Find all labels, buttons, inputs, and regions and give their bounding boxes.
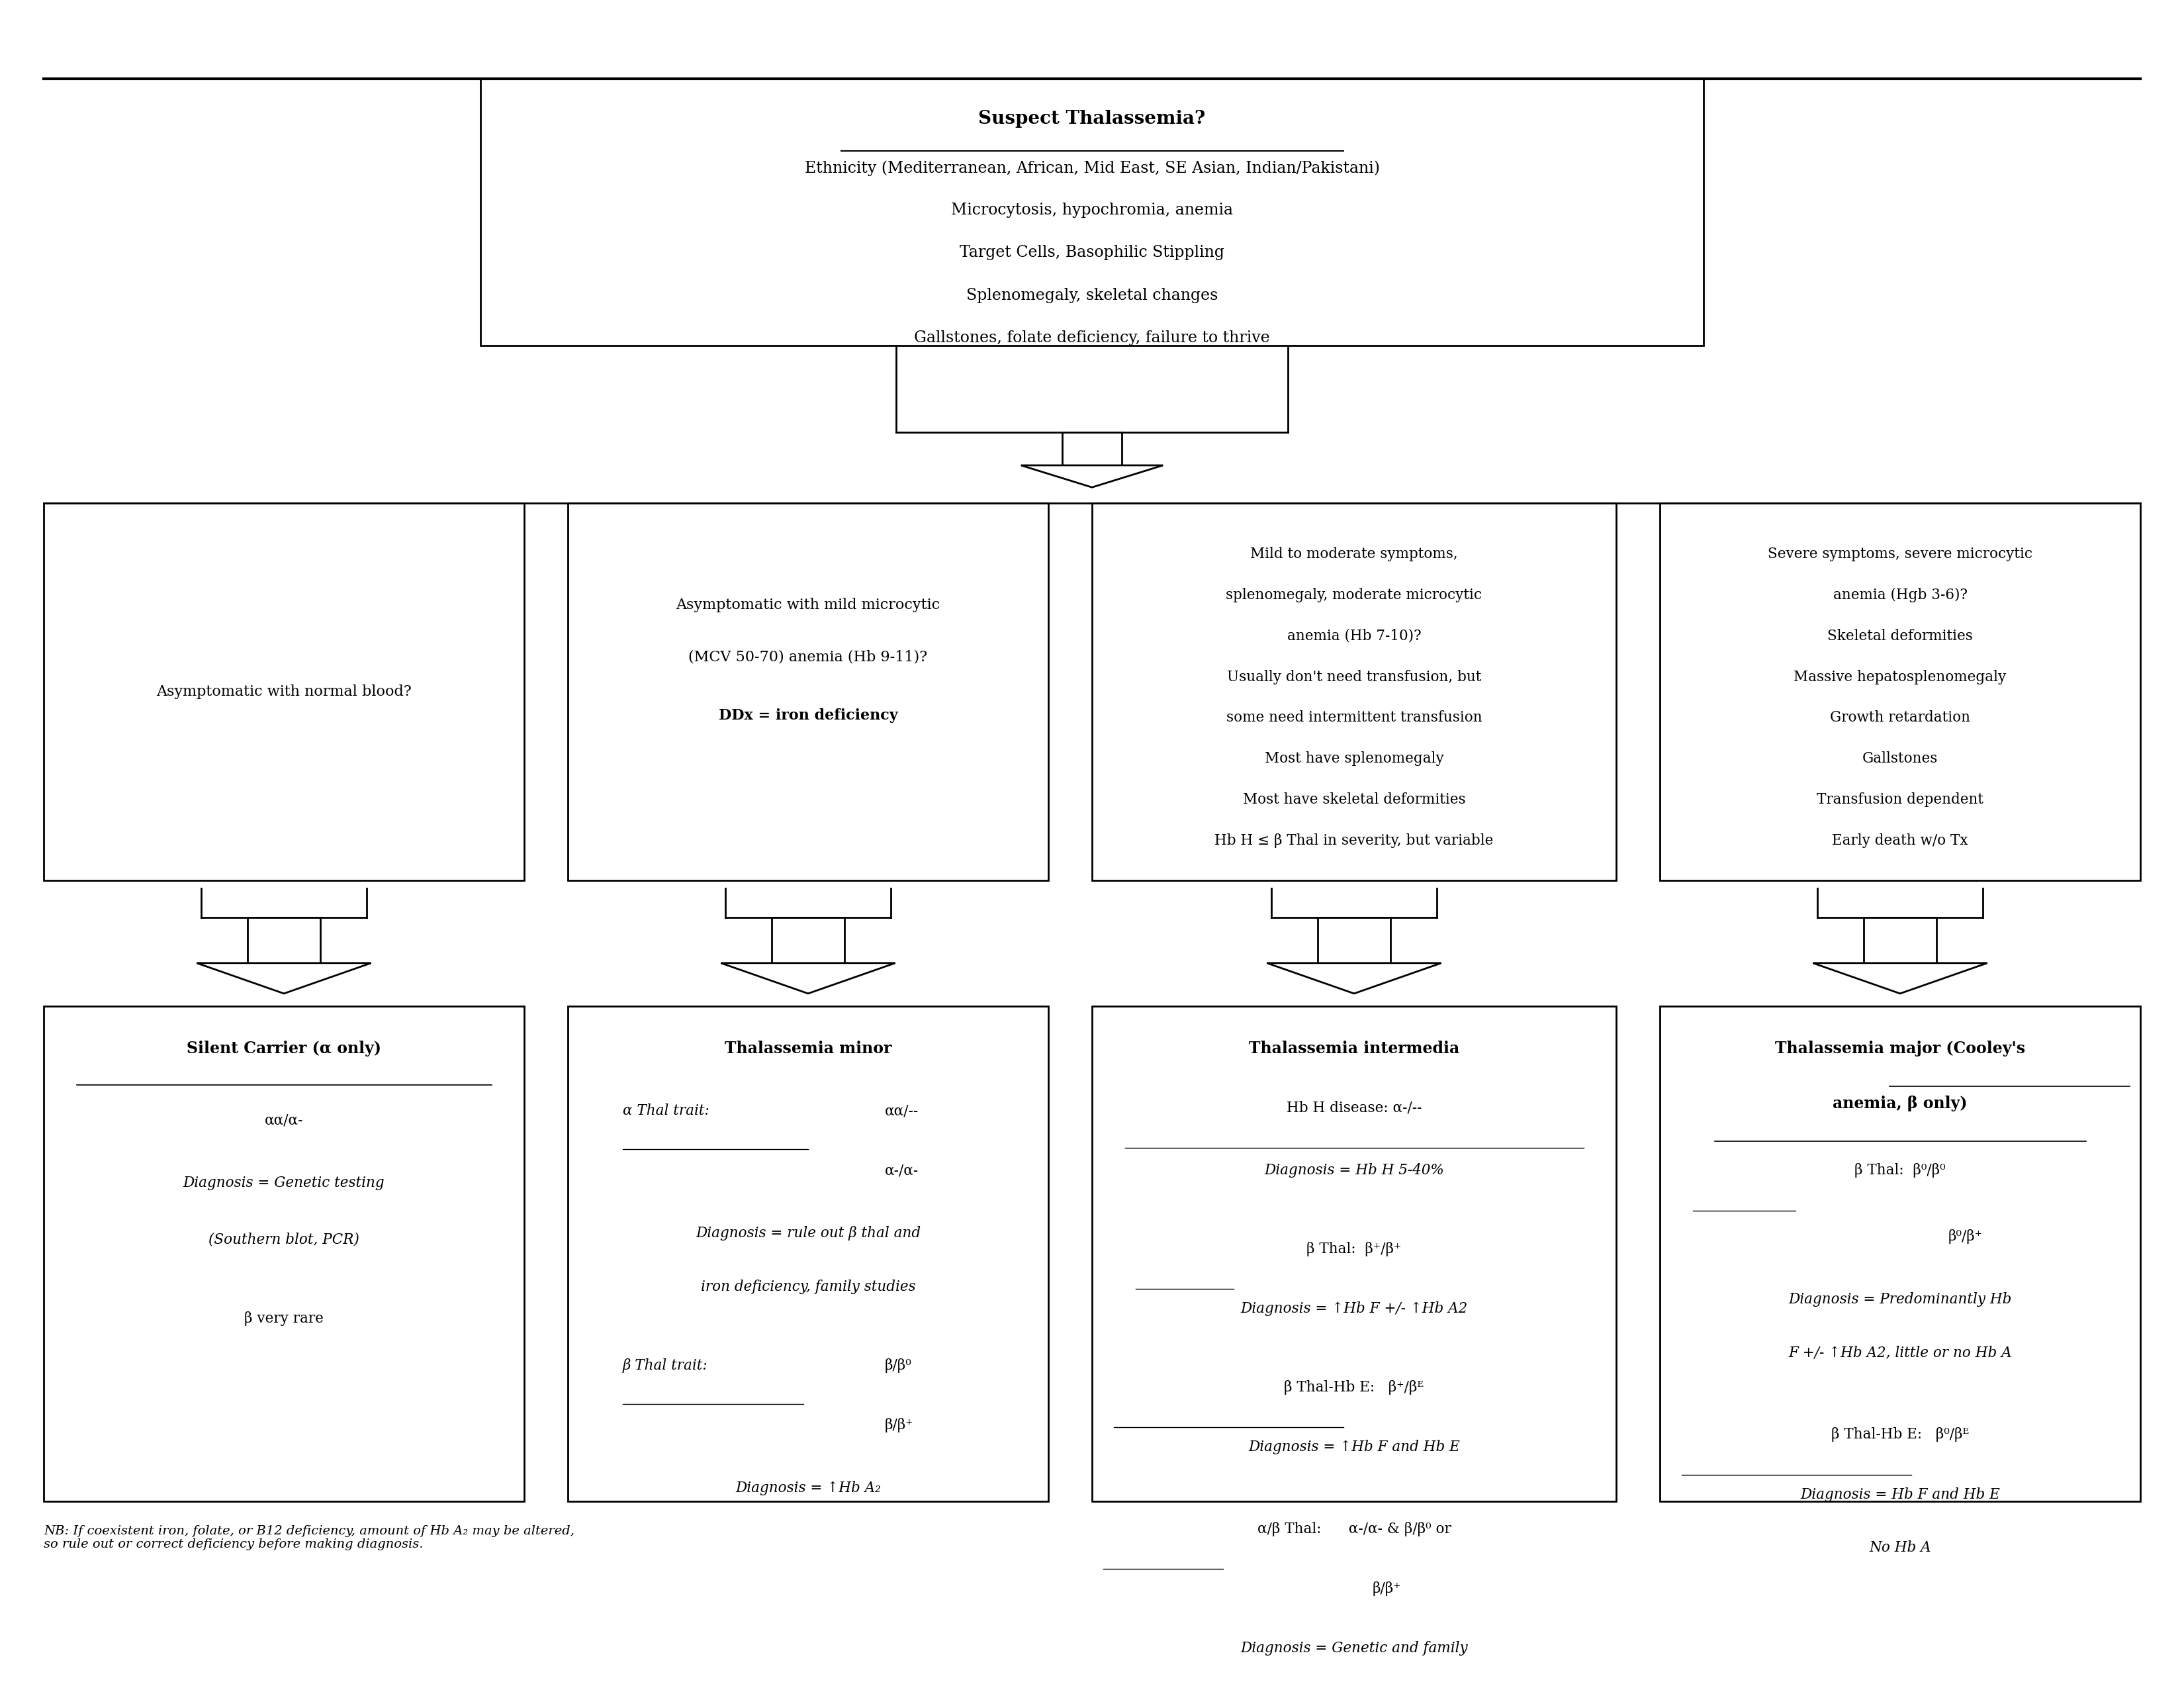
Text: Asymptomatic with mild microcytic: Asymptomatic with mild microcytic	[677, 598, 939, 613]
FancyBboxPatch shape	[480, 79, 1704, 346]
Text: F +/- ↑Hb A2, little or no Hb A: F +/- ↑Hb A2, little or no Hb A	[1789, 1345, 2011, 1361]
Text: Growth retardation: Growth retardation	[1830, 711, 1970, 726]
Text: Severe symptoms, severe microcytic: Severe symptoms, severe microcytic	[1767, 547, 2033, 562]
Text: Massive hepatosplenomegaly: Massive hepatosplenomegaly	[1793, 670, 2007, 684]
FancyBboxPatch shape	[1092, 503, 1616, 881]
Text: β/β⁰: β/β⁰	[885, 1359, 911, 1372]
Text: αα/α-: αα/α-	[264, 1112, 304, 1128]
Text: (Southern blot, PCR): (Southern blot, PCR)	[207, 1232, 360, 1247]
Text: Hb H ≤ β Thal in severity, but variable: Hb H ≤ β Thal in severity, but variable	[1214, 834, 1494, 847]
FancyBboxPatch shape	[1092, 1006, 1616, 1501]
Text: Diagnosis = rule out β thal and: Diagnosis = rule out β thal and	[695, 1225, 922, 1241]
Text: Thalassemia intermedia: Thalassemia intermedia	[1249, 1041, 1459, 1057]
Text: Microcytosis, hypochromia, anemia: Microcytosis, hypochromia, anemia	[950, 203, 1234, 218]
Text: anemia, β only): anemia, β only)	[1832, 1096, 1968, 1112]
Text: β Thal-Hb E:   β⁺/βᴱ: β Thal-Hb E: β⁺/βᴱ	[1284, 1381, 1424, 1394]
Text: Most have skeletal deformities: Most have skeletal deformities	[1243, 792, 1465, 807]
Polygon shape	[1022, 466, 1162, 488]
Text: some need intermittent transfusion: some need intermittent transfusion	[1225, 711, 1483, 726]
Text: Skeletal deformities: Skeletal deformities	[1828, 630, 1972, 643]
FancyBboxPatch shape	[44, 503, 524, 881]
Text: Diagnosis = ↑Hb A₂: Diagnosis = ↑Hb A₂	[736, 1480, 880, 1496]
Text: Diagnosis = ↑Hb F and Hb E: Diagnosis = ↑Hb F and Hb E	[1249, 1440, 1459, 1455]
Text: Diagnosis = Genetic and family: Diagnosis = Genetic and family	[1241, 1641, 1468, 1656]
Text: αα/--: αα/--	[885, 1104, 919, 1117]
Text: Transfusion dependent: Transfusion dependent	[1817, 792, 1983, 807]
FancyBboxPatch shape	[44, 1006, 524, 1501]
Text: DDx = iron deficiency: DDx = iron deficiency	[719, 707, 898, 722]
FancyBboxPatch shape	[247, 917, 321, 964]
Text: β very rare: β very rare	[245, 1312, 323, 1325]
Text: Diagnosis = Genetic testing: Diagnosis = Genetic testing	[183, 1177, 384, 1190]
Text: Early death w/o Tx: Early death w/o Tx	[1832, 834, 1968, 847]
Text: Asymptomatic with normal blood?: Asymptomatic with normal blood?	[157, 684, 411, 699]
FancyBboxPatch shape	[1317, 917, 1391, 964]
Text: anemia (Hb 7-10)?: anemia (Hb 7-10)?	[1286, 630, 1422, 643]
Text: β Thal trait:: β Thal trait:	[622, 1359, 708, 1372]
Text: Gallstones, folate deficiency, failure to thrive: Gallstones, folate deficiency, failure t…	[915, 331, 1269, 346]
Text: Ethnicity (Mediterranean, African, Mid East, SE Asian, Indian/Pakistani): Ethnicity (Mediterranean, African, Mid E…	[804, 160, 1380, 176]
Text: Hb H disease: α-/--: Hb H disease: α-/--	[1286, 1101, 1422, 1116]
Text: (MCV 50-70) anemia (Hb 9-11)?: (MCV 50-70) anemia (Hb 9-11)?	[688, 650, 928, 665]
Text: β Thal:  β⁰/β⁰: β Thal: β⁰/β⁰	[1854, 1163, 1946, 1178]
FancyBboxPatch shape	[1061, 432, 1123, 466]
Polygon shape	[197, 964, 371, 994]
Text: Diagnosis = ↑Hb F +/- ↑Hb A2: Diagnosis = ↑Hb F +/- ↑Hb A2	[1241, 1301, 1468, 1317]
Text: α-/α-: α-/α-	[885, 1163, 919, 1178]
Text: Gallstones: Gallstones	[1863, 751, 1937, 766]
Text: anemia (Hgb 3-6)?: anemia (Hgb 3-6)?	[1832, 587, 1968, 603]
Text: α/β Thal:      α-/α- & β/β⁰ or: α/β Thal: α-/α- & β/β⁰ or	[1258, 1523, 1450, 1536]
Text: Silent Carrier (α only): Silent Carrier (α only)	[186, 1041, 382, 1057]
Polygon shape	[721, 964, 895, 994]
Text: Diagnosis = Hb F and Hb E: Diagnosis = Hb F and Hb E	[1800, 1487, 2001, 1502]
Polygon shape	[1267, 964, 1441, 994]
Text: β⁰/β⁺: β⁰/β⁺	[1948, 1229, 1983, 1244]
FancyBboxPatch shape	[1863, 917, 1937, 964]
Text: Thalassemia major (Cooley's: Thalassemia major (Cooley's	[1776, 1041, 2025, 1057]
Text: Diagnosis = Predominantly Hb: Diagnosis = Predominantly Hb	[1789, 1293, 2011, 1307]
Text: Thalassemia minor: Thalassemia minor	[725, 1041, 891, 1057]
FancyBboxPatch shape	[1660, 503, 2140, 881]
Text: NB: If coexistent iron, folate, or B12 deficiency, amount of Hb A₂ may be altere: NB: If coexistent iron, folate, or B12 d…	[44, 1524, 574, 1551]
Text: No Hb A: No Hb A	[1870, 1541, 1931, 1555]
Text: Target Cells, Basophilic Stippling: Target Cells, Basophilic Stippling	[959, 245, 1225, 260]
Text: β/β⁺: β/β⁺	[885, 1418, 913, 1433]
FancyBboxPatch shape	[771, 917, 845, 964]
Text: splenomegaly, moderate microcytic: splenomegaly, moderate microcytic	[1225, 587, 1483, 603]
Text: β Thal-Hb E:   β⁰/βᴱ: β Thal-Hb E: β⁰/βᴱ	[1830, 1428, 1970, 1442]
Text: Suspect Thalassemia?: Suspect Thalassemia?	[978, 110, 1206, 128]
Text: Most have splenomegaly: Most have splenomegaly	[1265, 751, 1444, 766]
Text: Diagnosis = Hb H 5-40%: Diagnosis = Hb H 5-40%	[1265, 1163, 1444, 1178]
Text: α Thal trait:: α Thal trait:	[622, 1104, 710, 1117]
Text: β/β⁺: β/β⁺	[1372, 1582, 1402, 1597]
Text: Splenomegaly, skeletal changes: Splenomegaly, skeletal changes	[965, 287, 1219, 302]
Text: iron deficiency, family studies: iron deficiency, family studies	[701, 1280, 915, 1295]
Text: β Thal:  β⁺/β⁺: β Thal: β⁺/β⁺	[1306, 1242, 1402, 1256]
FancyBboxPatch shape	[568, 503, 1048, 881]
Text: Mild to moderate symptoms,: Mild to moderate symptoms,	[1249, 547, 1459, 562]
FancyBboxPatch shape	[1660, 1006, 2140, 1501]
Text: Usually don't need transfusion, but: Usually don't need transfusion, but	[1227, 670, 1481, 684]
FancyBboxPatch shape	[568, 1006, 1048, 1501]
Polygon shape	[1813, 964, 1987, 994]
